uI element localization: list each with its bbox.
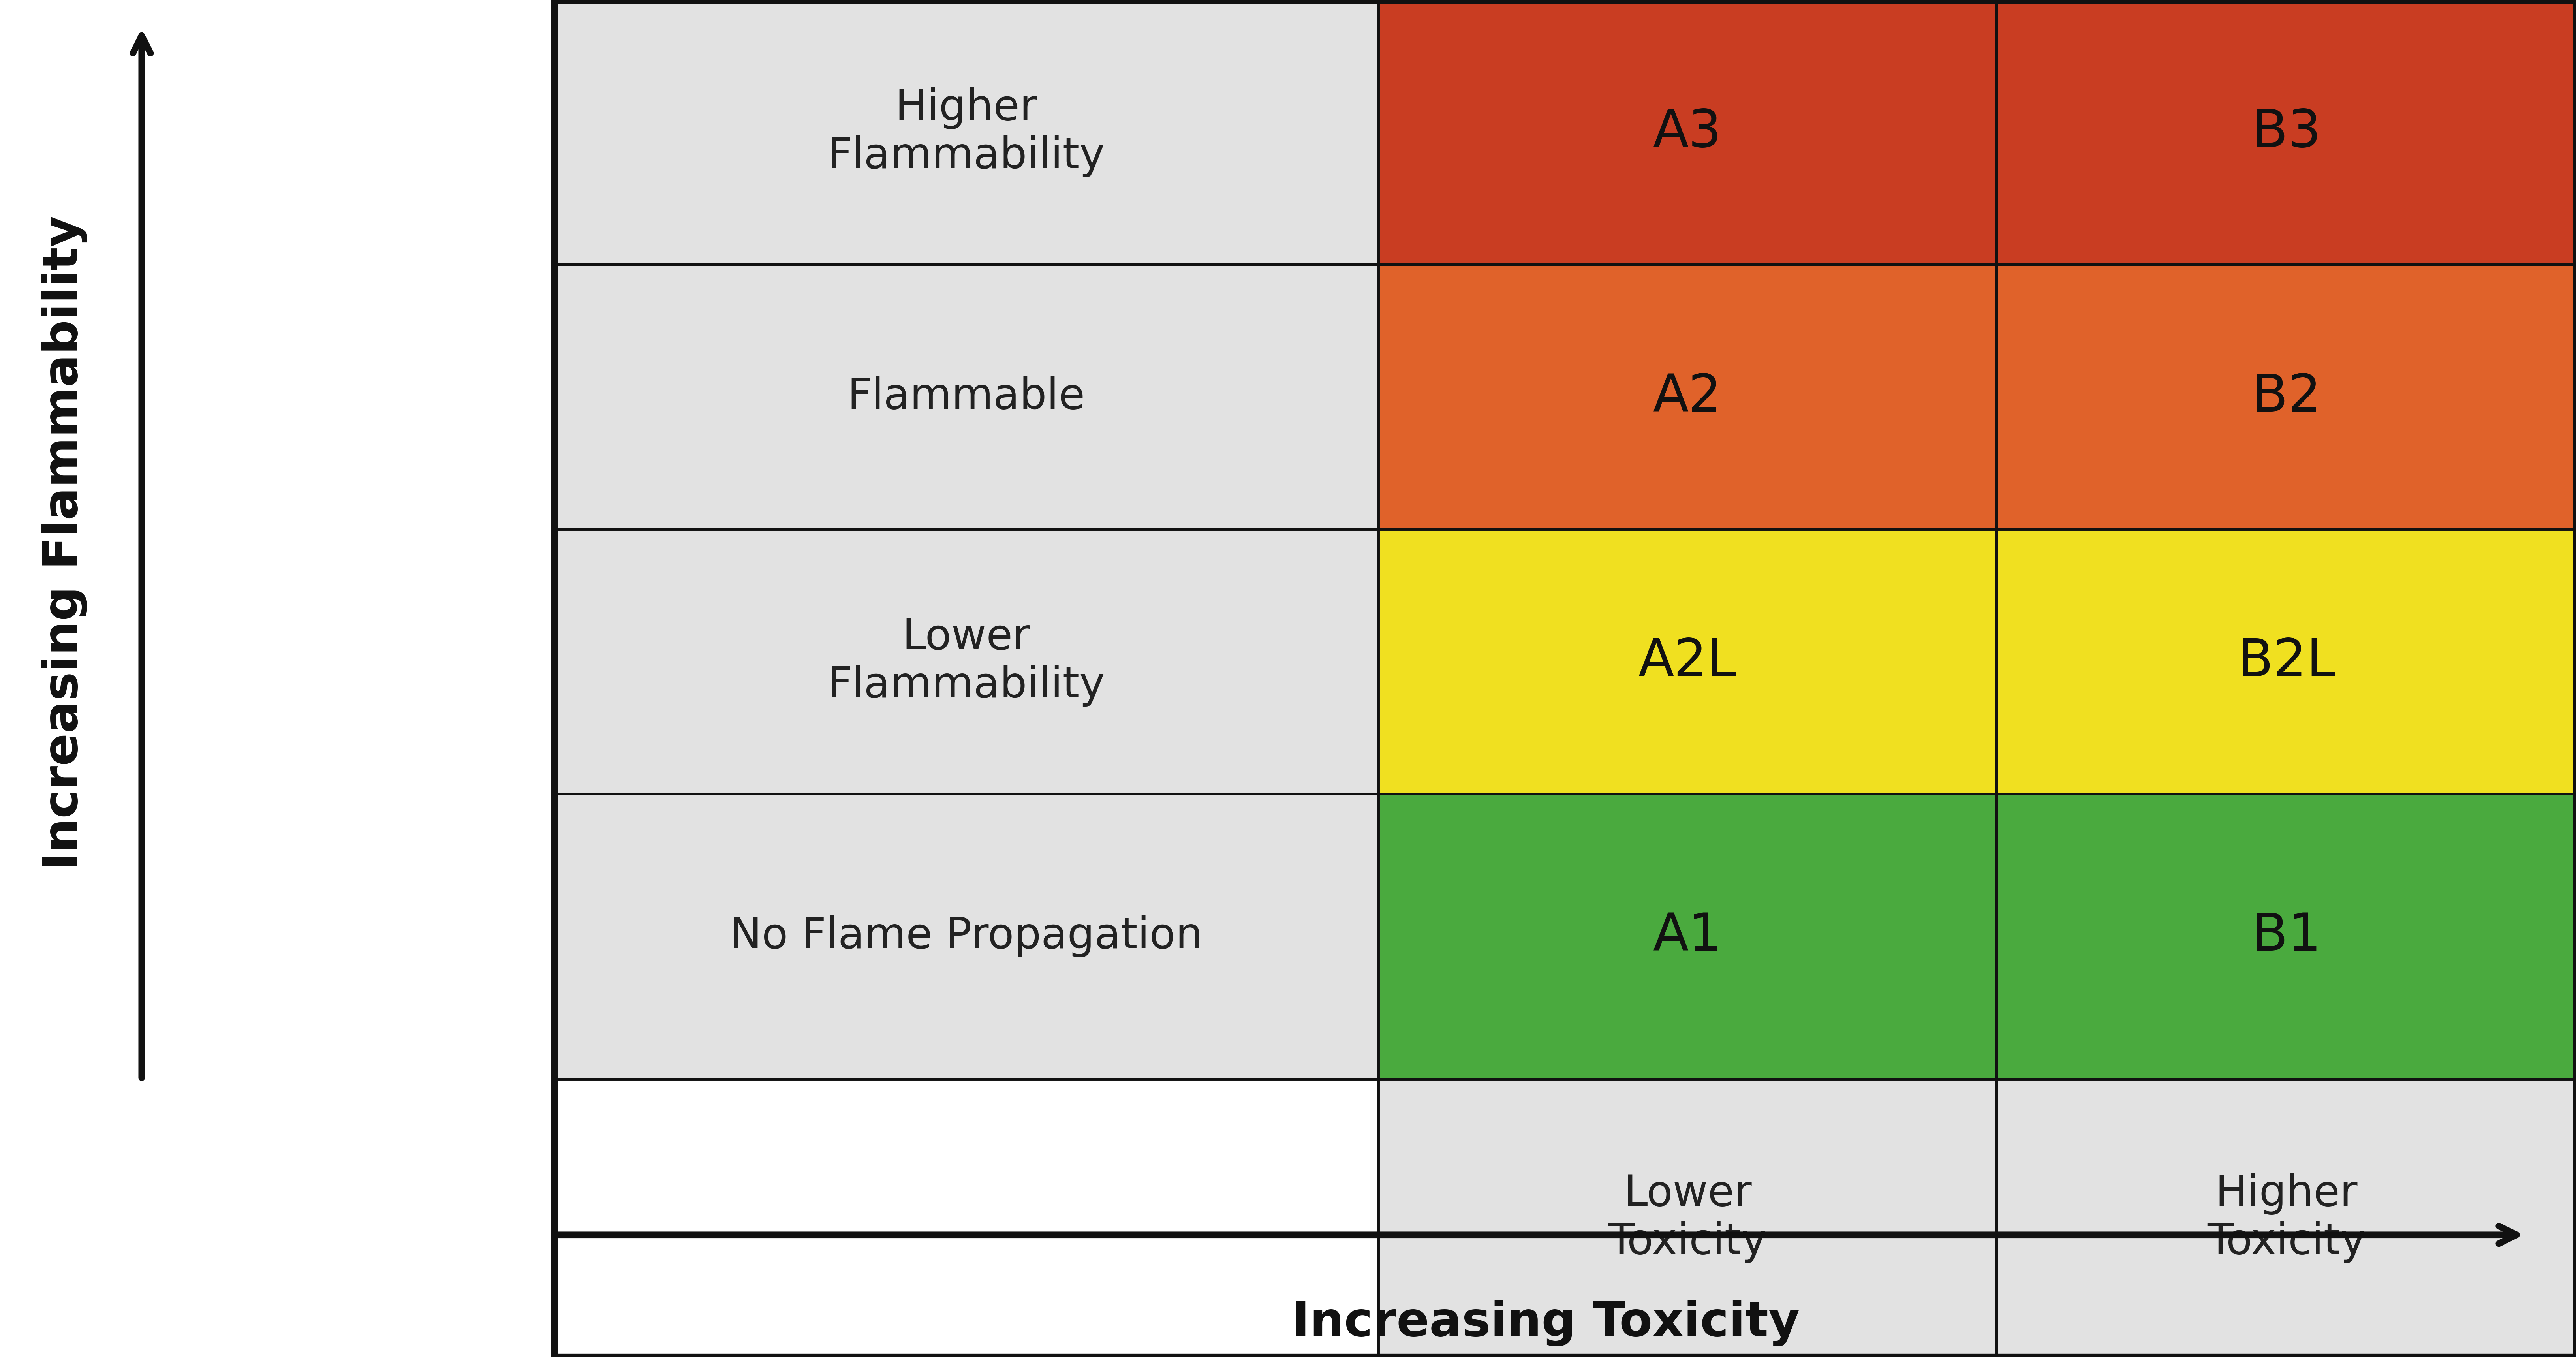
Bar — [554, 0, 2576, 1357]
Bar — [1996, 1079, 2576, 1357]
Text: Flammable: Flammable — [848, 376, 1084, 418]
Text: Increasing Toxicity: Increasing Toxicity — [1291, 1300, 1801, 1346]
Text: Higher
Toxicity: Higher Toxicity — [2208, 1172, 2365, 1263]
Text: Lower
Flammability: Lower Flammability — [827, 616, 1105, 707]
Bar — [1996, 529, 2576, 794]
Bar — [1378, 1079, 1996, 1357]
Text: B2L: B2L — [2236, 636, 2336, 687]
Text: Increasing Flammability: Increasing Flammability — [41, 216, 88, 870]
Bar — [554, 265, 1378, 529]
Bar — [1378, 794, 1996, 1079]
Text: Lower
Toxicity: Lower Toxicity — [1607, 1172, 1767, 1263]
Text: B3: B3 — [2251, 107, 2321, 157]
Bar — [1996, 0, 2576, 265]
Text: A2: A2 — [1654, 372, 1721, 422]
Text: No Flame Propagation: No Flame Propagation — [729, 916, 1203, 957]
Text: Higher
Flammability: Higher Flammability — [827, 87, 1105, 178]
Bar — [554, 794, 1378, 1079]
Bar — [1996, 265, 2576, 529]
Text: A3: A3 — [1654, 107, 1721, 157]
Text: B1: B1 — [2251, 912, 2321, 961]
Text: A1: A1 — [1654, 912, 1721, 961]
Bar — [1378, 265, 1996, 529]
Bar — [554, 0, 1378, 265]
Bar — [554, 1079, 1378, 1357]
Text: B2: B2 — [2251, 372, 2321, 422]
Bar — [1378, 0, 1996, 265]
Text: A2L: A2L — [1638, 636, 1736, 687]
Bar — [1378, 529, 1996, 794]
Bar — [1996, 794, 2576, 1079]
Bar — [554, 529, 1378, 794]
